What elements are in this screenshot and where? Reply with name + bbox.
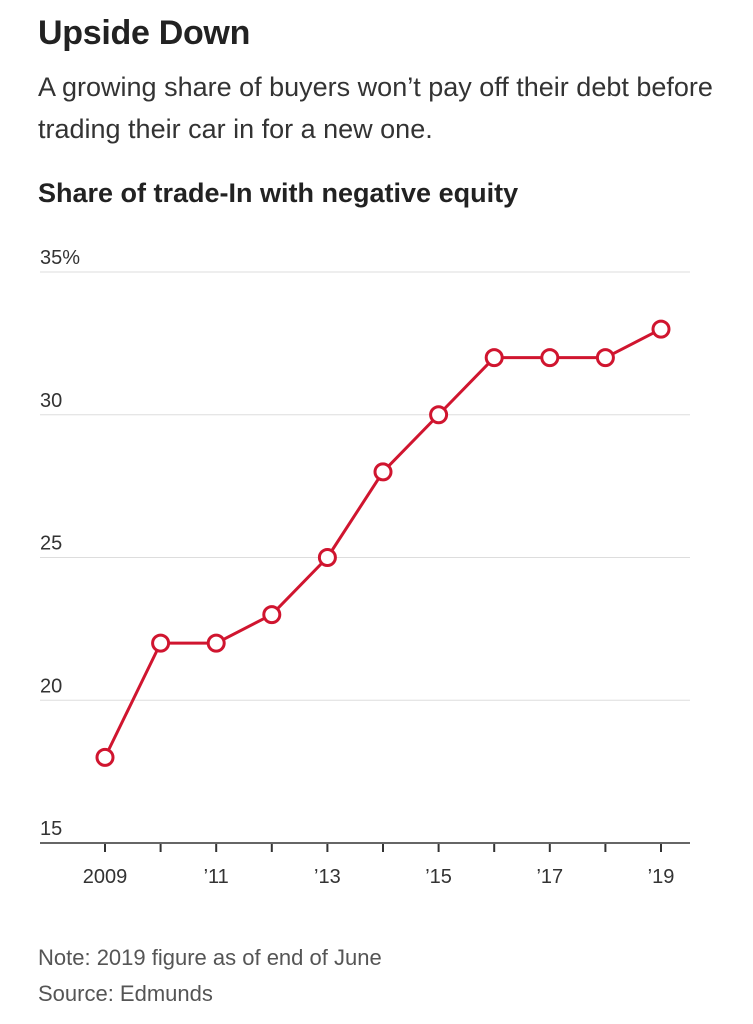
chart-footnotes: Note: 2019 figure as of end of June Sour…	[38, 940, 382, 1012]
data-point	[262, 605, 282, 625]
x-tick-label: 2009	[83, 866, 128, 888]
source-text: Source: Edmunds	[38, 981, 213, 1006]
x-tick-label: ’17	[536, 866, 563, 888]
series-line	[103, 327, 662, 759]
y-tick-label: 35%	[40, 247, 80, 269]
data-point	[206, 633, 226, 653]
note-text: Note: 2019 figure as of end of June	[38, 945, 382, 970]
line-chart: 35% 30 25 20 15 2009 ’11 ’13 ’15 ’17 ’19	[40, 247, 690, 888]
y-tick-label: 25	[40, 533, 62, 555]
data-point	[651, 319, 671, 339]
data-point	[95, 747, 115, 767]
data-point	[540, 348, 560, 368]
data-point	[151, 633, 171, 653]
x-tick-label: ’15	[425, 866, 452, 888]
data-point	[429, 405, 449, 425]
chart-title: Share of trade-In with negative equity	[38, 178, 519, 208]
chart-subtitle: A growing share of buyers won’t pay off …	[38, 72, 713, 144]
data-point	[595, 348, 615, 368]
y-tick-label: 15	[40, 818, 62, 840]
chart-headline: Upside Down	[38, 14, 251, 52]
x-tick-label: ’19	[648, 866, 675, 888]
data-point	[373, 462, 393, 482]
x-tick-label: ’13	[314, 866, 341, 888]
y-tick-label: 20	[40, 675, 62, 697]
x-tick-label: ’11	[204, 866, 229, 888]
data-point	[317, 548, 337, 567]
y-tick-label: 30	[40, 390, 62, 412]
data-point	[484, 348, 504, 368]
